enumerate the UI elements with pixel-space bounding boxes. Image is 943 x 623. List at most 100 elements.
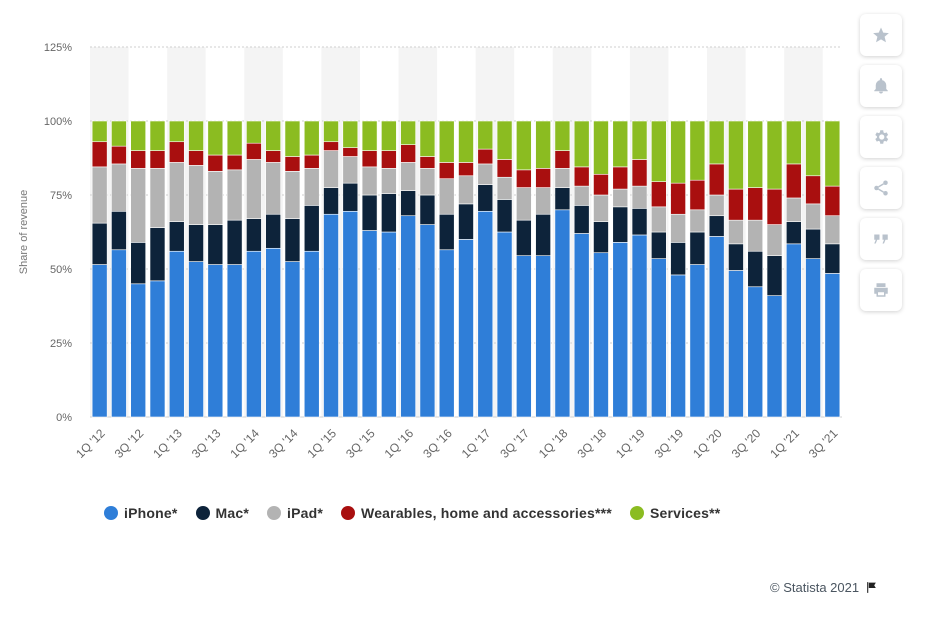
bar-segment bbox=[477, 184, 494, 212]
bar-segment bbox=[496, 231, 513, 418]
bar-segment bbox=[419, 194, 436, 225]
y-tick-label: 75% bbox=[50, 190, 72, 202]
bar-segment bbox=[612, 120, 629, 168]
bar-segment bbox=[708, 194, 725, 217]
bar-segment bbox=[226, 219, 243, 265]
bar-segment bbox=[168, 250, 185, 418]
bar-segment bbox=[631, 208, 648, 236]
bar-segment bbox=[708, 120, 725, 165]
bar-segment bbox=[612, 242, 629, 418]
bar-segment bbox=[168, 162, 185, 222]
bar-segment bbox=[496, 176, 513, 200]
bar-segment bbox=[361, 230, 378, 418]
settings-button[interactable] bbox=[860, 116, 902, 158]
bar-segment bbox=[670, 213, 686, 243]
bar-segment bbox=[535, 168, 551, 188]
legend-item[interactable]: Services** bbox=[629, 505, 721, 521]
bar-segment bbox=[593, 173, 609, 196]
cite-button[interactable] bbox=[860, 218, 902, 260]
bar-segment bbox=[612, 166, 629, 190]
bar-segment bbox=[535, 213, 551, 256]
bar-segment bbox=[381, 120, 397, 151]
bar-segment bbox=[631, 159, 648, 187]
bar-segment bbox=[284, 171, 301, 219]
bar-segment bbox=[130, 150, 147, 169]
bar-segment bbox=[785, 163, 802, 199]
legend-item[interactable]: iPhone* bbox=[104, 505, 178, 521]
bar-segment bbox=[824, 185, 841, 217]
bar-segment bbox=[91, 264, 108, 418]
favorite-button[interactable] bbox=[860, 14, 902, 56]
legend-label: Services** bbox=[649, 505, 721, 521]
bar-segment bbox=[303, 120, 320, 156]
bar-segment bbox=[708, 236, 725, 418]
bar-segment bbox=[361, 120, 378, 151]
bar-segment bbox=[496, 159, 513, 178]
bar-segment bbox=[284, 218, 301, 262]
bar-segment bbox=[535, 187, 551, 215]
bar-segment bbox=[188, 261, 204, 418]
y-tick-label: 0% bbox=[56, 412, 72, 424]
bar-segment bbox=[419, 168, 436, 196]
bar-segment bbox=[689, 179, 706, 211]
bar-segment bbox=[323, 187, 339, 215]
bar-segment bbox=[168, 141, 185, 163]
bar-segment bbox=[670, 120, 686, 184]
bar-segment bbox=[477, 120, 494, 150]
bar-segment bbox=[188, 150, 204, 166]
bar-segment bbox=[516, 219, 532, 256]
bar-segment bbox=[670, 182, 686, 215]
legend-label: iPad* bbox=[287, 505, 324, 521]
bar-segment bbox=[824, 243, 841, 274]
bar-segment bbox=[535, 120, 551, 169]
bar-segment bbox=[111, 249, 127, 418]
credit-text: © Statista 2021 bbox=[770, 580, 860, 595]
bar-segment bbox=[728, 270, 744, 418]
bar-segment bbox=[747, 187, 764, 221]
bar-segment bbox=[111, 120, 127, 147]
bar-segment bbox=[188, 224, 204, 262]
bar-segment bbox=[824, 215, 841, 245]
bar-segment bbox=[149, 120, 166, 151]
bar-segment bbox=[728, 120, 744, 190]
print-button[interactable] bbox=[860, 269, 902, 311]
x-tick-label: 1Q '14 bbox=[227, 426, 262, 461]
bar-segment bbox=[689, 264, 706, 418]
bar-segment bbox=[400, 190, 416, 217]
bar-segment bbox=[689, 120, 706, 181]
x-tick-label: 3Q '17 bbox=[497, 426, 532, 461]
x-tick-label: 3Q '12 bbox=[112, 426, 147, 461]
bar-segment bbox=[670, 242, 686, 276]
bar-segment bbox=[149, 280, 166, 418]
legend-item[interactable]: Wearables, home and accessories*** bbox=[341, 505, 612, 521]
bar-segment bbox=[323, 150, 339, 188]
legend-label: Mac* bbox=[215, 505, 250, 521]
legend-item[interactable]: Mac* bbox=[195, 505, 250, 521]
bar-segment bbox=[438, 213, 455, 251]
bar-segment bbox=[747, 219, 764, 252]
notification-button[interactable] bbox=[860, 65, 902, 107]
bar-segment bbox=[149, 168, 166, 228]
bar-segment bbox=[419, 156, 436, 169]
bar-segment bbox=[265, 247, 281, 418]
bar-segment bbox=[670, 274, 686, 418]
x-tick-label: 1Q '18 bbox=[536, 426, 571, 461]
bar-segment bbox=[323, 213, 339, 418]
bar-segment bbox=[381, 150, 397, 169]
share-button[interactable] bbox=[860, 167, 902, 209]
y-tick-label: 100% bbox=[44, 116, 72, 128]
bar-segment bbox=[438, 249, 455, 418]
credit[interactable]: © Statista 2021 bbox=[770, 580, 878, 595]
bar-segment bbox=[785, 243, 802, 418]
bar-segment bbox=[246, 120, 262, 144]
bar-segment bbox=[265, 150, 281, 163]
bar-segment bbox=[651, 181, 667, 208]
legend-swatch bbox=[195, 506, 210, 520]
x-tick-label: 1Q '13 bbox=[150, 426, 185, 461]
bar-segment bbox=[400, 120, 416, 145]
bar-segment bbox=[130, 283, 147, 418]
legend-swatch bbox=[267, 506, 282, 520]
bar-segment bbox=[785, 221, 802, 245]
bar-segment bbox=[91, 120, 108, 143]
legend-item[interactable]: iPad* bbox=[267, 505, 323, 521]
